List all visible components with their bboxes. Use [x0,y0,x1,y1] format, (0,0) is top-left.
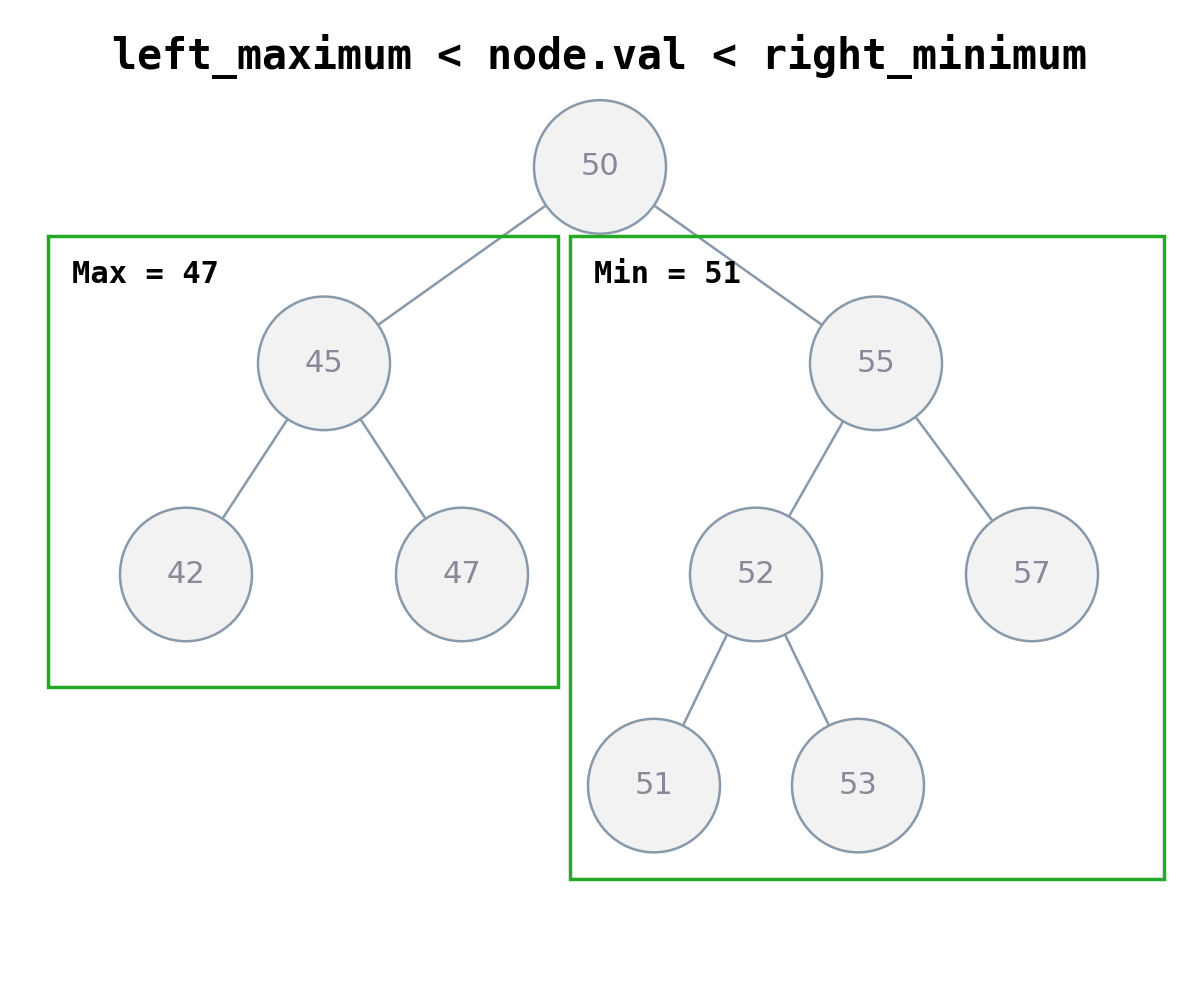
Bar [48,236,558,687]
Ellipse shape [120,508,252,641]
Text: 42: 42 [167,560,205,589]
Bar [570,236,1164,879]
Text: 55: 55 [857,349,895,378]
Text: 51: 51 [635,771,673,800]
Ellipse shape [792,719,924,852]
Text: 52: 52 [737,560,775,589]
Text: 57: 57 [1013,560,1051,589]
Text: 45: 45 [305,349,343,378]
Text: left_maximum < node.val < right_minimum: left_maximum < node.val < right_minimum [113,34,1087,80]
Ellipse shape [966,508,1098,641]
Text: 50: 50 [581,152,619,182]
Ellipse shape [588,719,720,852]
Ellipse shape [258,297,390,430]
Text: 53: 53 [839,771,877,800]
Ellipse shape [690,508,822,641]
Text: Min = 51: Min = 51 [594,260,742,290]
Ellipse shape [810,297,942,430]
Text: 47: 47 [443,560,481,589]
Text: Max = 47: Max = 47 [72,260,220,290]
Ellipse shape [396,508,528,641]
Ellipse shape [534,100,666,234]
